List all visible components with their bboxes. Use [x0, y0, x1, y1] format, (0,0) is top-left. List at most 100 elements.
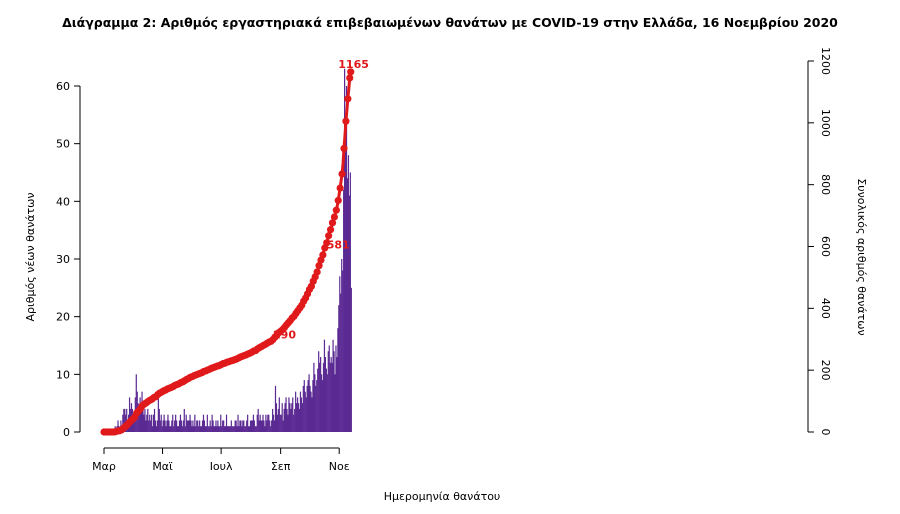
cumulative-point	[340, 144, 348, 153]
cumulative-point	[332, 206, 340, 214]
daily-bar	[226, 426, 229, 432]
daily-bar	[213, 426, 215, 432]
daily-bar	[163, 414, 165, 432]
daily-bar	[286, 408, 288, 432]
daily-bar	[176, 420, 178, 432]
daily-bar	[259, 414, 261, 432]
daily-bar	[300, 397, 303, 432]
x-tick-label: Μαϊ	[152, 460, 173, 473]
left-tick-label: 10	[56, 368, 70, 381]
daily-bar	[173, 426, 175, 432]
cumulative-point	[334, 196, 342, 205]
daily-deaths-bars	[114, 68, 352, 432]
daily-bar	[165, 426, 167, 432]
cumulative-point	[346, 74, 354, 82]
daily-bar	[257, 408, 259, 432]
x-tick-label: Σεπ	[271, 460, 291, 473]
daily-bar	[123, 408, 125, 432]
daily-bar	[180, 420, 183, 432]
daily-bar	[330, 357, 332, 432]
daily-bar	[245, 426, 247, 432]
annotation-label: 1165	[338, 58, 369, 71]
daily-bar	[295, 391, 297, 432]
daily-bar	[277, 408, 279, 432]
daily-bar	[279, 414, 281, 432]
daily-bar	[256, 414, 258, 432]
x-tick-label: Νοε	[329, 460, 350, 473]
annotation-label: 290	[273, 328, 296, 341]
daily-bar	[233, 426, 235, 432]
daily-bar	[229, 426, 231, 432]
chart-title: Διάγραμμα 2: Αριθμός εργαστηριακά επιβεβ…	[62, 15, 838, 30]
daily-bar	[140, 408, 142, 432]
daily-bar	[238, 426, 240, 432]
x-tick-label: Μαρ	[92, 460, 116, 473]
daily-bar	[291, 403, 293, 432]
daily-bar	[315, 385, 317, 432]
daily-bar	[252, 414, 255, 432]
daily-bar	[143, 414, 145, 432]
daily-bar	[264, 426, 266, 432]
daily-bar	[191, 426, 193, 432]
daily-bar	[268, 414, 270, 432]
daily-bar	[344, 132, 347, 432]
daily-bar	[275, 403, 278, 432]
daily-bar	[344, 68, 346, 432]
cumulative-point	[325, 232, 333, 240]
left-tick-label: 20	[56, 311, 70, 324]
cumulative-point	[344, 95, 352, 103]
daily-bar	[325, 368, 327, 432]
daily-bar	[285, 397, 287, 432]
daily-bar	[341, 259, 343, 432]
daily-bar	[269, 420, 271, 432]
daily-bar	[320, 357, 322, 432]
daily-bar	[302, 385, 304, 432]
daily-bar	[339, 276, 341, 432]
daily-bar	[158, 408, 160, 432]
daily-bar	[214, 426, 216, 432]
daily-bar	[337, 328, 339, 432]
daily-bar	[272, 414, 275, 432]
left-tick-label: 0	[63, 426, 70, 439]
daily-bar	[309, 385, 311, 432]
daily-bar	[319, 362, 321, 432]
daily-bar	[153, 408, 156, 432]
daily-bar	[334, 374, 336, 432]
daily-bar	[281, 403, 283, 432]
left-y-axis: 0 10 20 30 40 50 60	[56, 80, 81, 439]
cumulative-point	[330, 213, 338, 221]
daily-bar	[338, 305, 340, 432]
daily-bar	[270, 426, 272, 432]
daily-bar	[331, 362, 333, 432]
daily-bar	[290, 408, 292, 432]
daily-bar	[147, 408, 149, 432]
daily-bar	[258, 420, 260, 432]
daily-bar	[176, 426, 179, 432]
daily-bar	[156, 420, 159, 432]
daily-bar	[274, 385, 277, 432]
daily-bar	[254, 426, 256, 432]
daily-bar	[237, 414, 239, 432]
daily-bar	[342, 270, 344, 432]
daily-bar	[297, 403, 300, 432]
daily-bar	[211, 414, 213, 432]
cumulative-point	[313, 268, 321, 276]
daily-bar	[192, 420, 194, 432]
daily-bar	[204, 426, 207, 432]
daily-bar	[311, 397, 313, 432]
daily-bar	[152, 426, 154, 432]
daily-bar	[284, 403, 286, 432]
daily-bar	[283, 408, 285, 432]
daily-bar	[189, 414, 191, 432]
daily-bar	[175, 414, 177, 432]
daily-bar	[122, 414, 124, 432]
daily-bar	[154, 420, 157, 432]
daily-bar	[194, 414, 196, 432]
daily-bar	[179, 414, 182, 432]
cumulative-point	[323, 239, 331, 247]
daily-bar	[187, 420, 189, 432]
daily-bar	[326, 374, 328, 432]
daily-bar	[296, 403, 298, 432]
daily-bar	[310, 391, 312, 432]
daily-bar	[209, 420, 211, 432]
